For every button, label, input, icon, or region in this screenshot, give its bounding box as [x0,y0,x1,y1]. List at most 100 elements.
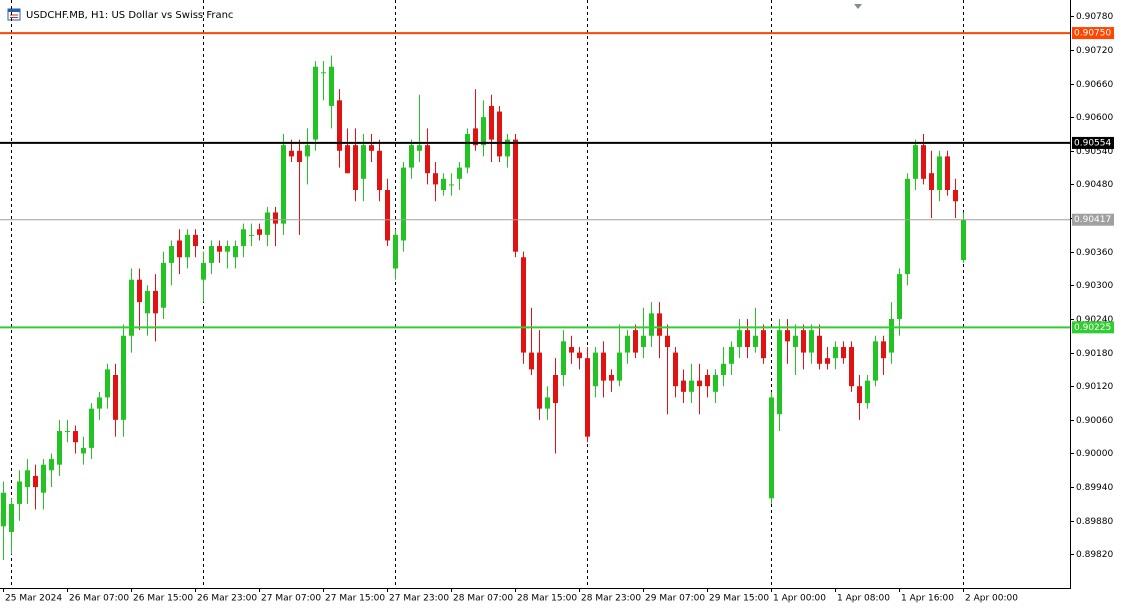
price-level-box [1072,321,1114,334]
candle-body [577,352,582,359]
x-tick-label: 28 Mar 07:00 [453,594,513,604]
candle-body [601,352,606,381]
candle-body [529,352,534,370]
candle-body [745,330,750,347]
candle-body [937,156,942,191]
candle-body [361,145,366,179]
candle-body [9,503,14,532]
candle-body [961,219,966,261]
candle-body [393,234,398,269]
candle-body [313,66,318,140]
candle-body [337,100,342,151]
candle-body [569,346,574,353]
candle-body [177,240,182,258]
candle-body [113,374,118,420]
candle-body [857,386,862,404]
candle-body [921,145,926,179]
candle-body [721,363,726,375]
y-tick-label: 0.90720 [1076,46,1113,56]
candle-body [793,335,798,347]
candle-body [249,234,254,236]
candle-body [657,313,662,336]
price-level-box [1072,136,1114,149]
candle-body [433,173,438,185]
candle-body [201,262,206,280]
candle-body [97,397,102,409]
candle-body [649,313,654,336]
x-tick-label: 1 Apr 00:00 [773,594,826,604]
candle-body [377,150,382,191]
x-tick-label: 27 Mar 15:00 [325,594,385,604]
candle-body [417,145,422,151]
y-tick-label: 0.89880 [1076,517,1113,527]
x-tick-label: 26 Mar 07:00 [69,594,129,604]
candle-body [305,145,310,157]
candle-body [913,145,918,179]
y-tick-label: 0.90060 [1076,416,1113,426]
candle-body [737,330,742,347]
candle-body [817,335,822,364]
candle-body [825,358,830,364]
candle-body [73,431,78,443]
candle-body [209,246,214,263]
candle-body [537,352,542,409]
candle-body [25,470,30,488]
candle-body [705,374,710,387]
x-tick-label: 26 Mar 15:00 [133,594,193,604]
candle-body [17,481,22,504]
candle-body [489,105,494,140]
candle-body [121,335,126,420]
candle-body [873,341,878,381]
candle-body [473,128,478,146]
y-tick-label: 0.90480 [1076,180,1113,190]
x-tick-label: 2 Apr 00:00 [965,594,1018,604]
x-tick-label: 25 Mar 2024 [5,594,62,604]
price-level-label: 0.90225 [1074,323,1111,333]
candle-body [289,150,294,157]
price-level-label: 0.90417 [1074,215,1111,225]
candle-body [273,212,278,224]
candle-body [665,335,670,347]
candle-body [777,330,782,415]
candle-body [945,156,950,191]
candle-body [849,346,854,387]
candle-body [129,279,134,336]
candle-body [441,178,446,191]
candle-body [425,145,430,174]
candle-body [401,167,406,241]
candle-body [929,173,934,191]
candle-body [905,178,910,275]
candle-body [137,279,142,303]
price-level-box [1072,213,1114,226]
shift-marker [854,4,862,9]
y-tick-label: 0.90180 [1076,349,1113,359]
candle-body [57,431,62,465]
candle-body [233,246,238,258]
candle-body [609,374,614,381]
candle-body [65,431,70,433]
x-tick-label: 28 Mar 23:00 [581,594,641,604]
candle-body [105,369,110,398]
candle-body [753,335,758,347]
candle-body [481,117,486,146]
symbol-icon [7,8,21,21]
candle-body [465,133,470,168]
candle-body [809,330,814,353]
candle-body [409,145,414,168]
candle-body [217,246,222,252]
x-tick-label: 29 Mar 15:00 [709,594,769,604]
candle-body [321,72,326,74]
candle-body [297,150,302,162]
y-tick-label: 0.90300 [1076,281,1113,291]
candle-body [801,330,806,353]
candle-body [497,111,502,157]
candle-body [265,212,270,235]
candle-body [329,66,334,106]
candle-body [697,380,702,387]
candle-body [385,190,390,241]
candle-body [89,408,94,448]
candle-body [225,246,230,252]
candle-body [1,492,6,527]
